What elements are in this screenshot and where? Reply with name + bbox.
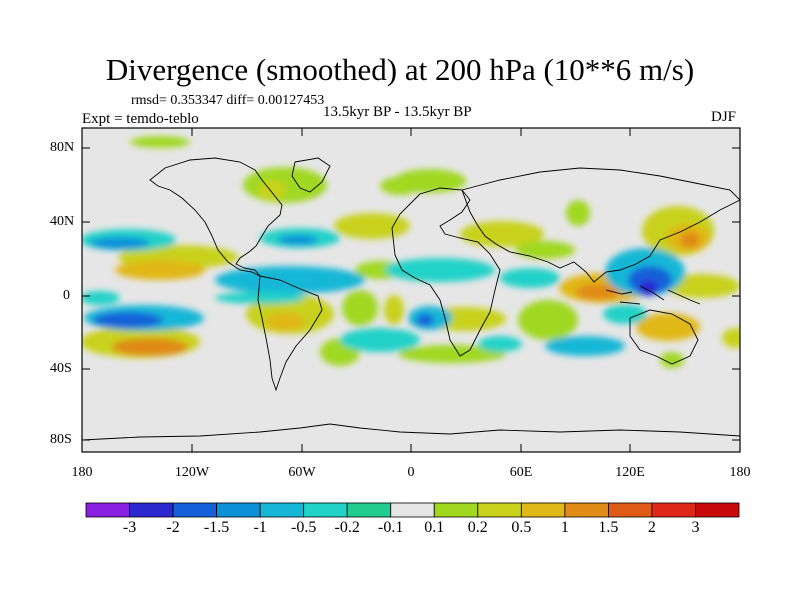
colorbar-swatch [259, 502, 305, 518]
experiment-label: Expt = temdo-teblo [82, 111, 199, 127]
colorbar-label: 3 [691, 519, 700, 536]
colorbar-label: 0.5 [511, 519, 532, 536]
colorbar-label: -1.5 [203, 519, 230, 536]
colorbar-label: 0.2 [467, 519, 488, 536]
coastlines [82, 157, 740, 441]
colorbar-label: 2 [647, 519, 656, 536]
colorbar-swatch [433, 502, 479, 518]
colorbar-swatch [477, 502, 522, 518]
lon-label-120e: 120E [615, 465, 645, 480]
lat-label-equator: 0 [63, 288, 70, 303]
colorbar-swatch [564, 502, 609, 518]
lat-label-80n: 80N [50, 140, 75, 155]
colorbar-swatch [608, 502, 653, 518]
coast-australia [629, 309, 699, 365]
axis-ticks [82, 128, 740, 452]
stats-label: rmsd= 0.353347 diff= 0.00127453 [131, 93, 325, 108]
colorbar-swatch [172, 502, 217, 518]
colorbar-swatch [695, 502, 740, 518]
colorbar-swatch [390, 502, 435, 518]
lon-label-0: 0 [407, 465, 415, 480]
colorbar-swatch [651, 502, 696, 518]
coast-asia [461, 167, 740, 283]
lat-label-80s: 80S [50, 432, 72, 447]
colorbar-swatch [85, 502, 130, 518]
colorbar-label: 0.1 [424, 519, 445, 536]
lon-label-60w: 60W [288, 465, 316, 480]
colorbar-label: -1 [253, 519, 267, 536]
colorbar-swatch [346, 502, 392, 518]
divergence-field [82, 136, 740, 368]
lon-label-180-left: 180 [71, 465, 93, 480]
colorbar-swatch [303, 502, 348, 518]
colorbar-label: -2 [166, 519, 180, 536]
colorbar-label: -0.5 [290, 519, 317, 536]
colorbar-label: 1 [560, 519, 569, 536]
coast-greenland [291, 157, 331, 193]
coast-maritime-islands [605, 285, 701, 305]
lon-label-60e: 60E [509, 465, 533, 480]
coast-south-america [257, 275, 323, 392]
lat-label-40s: 40S [50, 361, 72, 376]
colorbar [85, 502, 740, 518]
chart-title: Divergence (smoothed) at 200 hPa (10**6 … [105, 52, 695, 87]
lon-label-120w: 120W [174, 465, 210, 480]
colorbar-swatch [520, 502, 566, 518]
coast-antarctica [82, 423, 740, 441]
lon-label-180-right: 180 [729, 465, 751, 480]
colorbar-swatch [216, 502, 261, 518]
period-label: 13.5kyr BP - 13.5kyr BP [323, 104, 472, 120]
season-label: DJF [711, 109, 737, 125]
coast-europe-africa [391, 187, 501, 357]
colorbar-label: -0.2 [334, 519, 360, 536]
colorbar-swatch [129, 502, 174, 518]
colorbar-label: 1.5 [598, 519, 619, 536]
colorbar-label: -3 [122, 519, 137, 536]
colorbar-label: -0.1 [378, 519, 404, 536]
lat-label-40n: 40N [50, 214, 75, 229]
coast-north-america [149, 157, 283, 277]
